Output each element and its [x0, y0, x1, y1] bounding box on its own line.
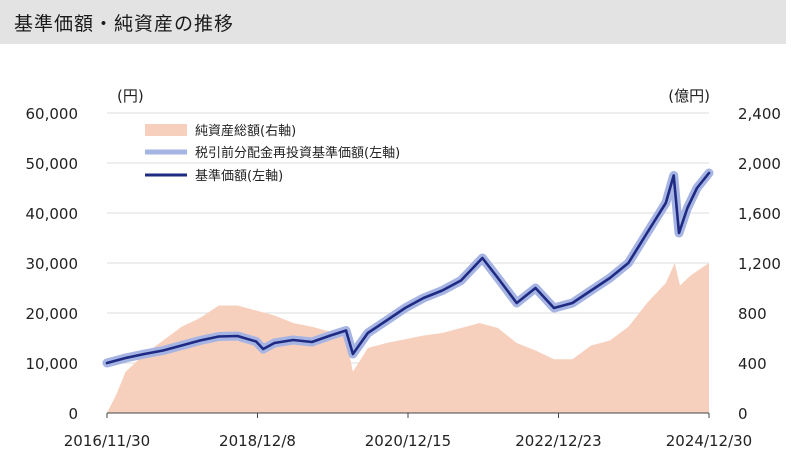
legend: 純資産総額(右軸) 税引前分配金再投資基準価額(左軸) 基準価額(左軸)	[145, 123, 400, 184]
y-right-tick-label: 1,200	[738, 255, 781, 273]
y-right-tick-label: 0	[738, 405, 748, 423]
x-tick-label: 2024/12/30	[666, 432, 752, 450]
series-net-assets-area	[107, 263, 709, 413]
series-nav-line	[105, 171, 711, 365]
legend-label: 税引前分配金再投資基準価額(左軸)	[195, 145, 400, 161]
y-right-unit: (億円)	[668, 87, 710, 105]
legend-label: 純資産総額(右軸)	[195, 123, 296, 139]
x-tick-label: 2022/12/23	[515, 432, 601, 450]
axis-layer: 60,000 2,400 50,000 2,000 40,000 1,600 30,000 1…	[26, 87, 781, 450]
page-title: 基準価額・純資産の推移	[14, 13, 235, 35]
y-left-tick-label: 50,000	[26, 155, 79, 173]
legend-label: 基準価額(左軸)	[195, 168, 283, 184]
x-tick-label: 2018/12/8	[219, 432, 296, 450]
legend-swatch-net-assets	[145, 124, 187, 136]
y-left-tick-label: 0	[68, 405, 78, 423]
title-bar: 基準価額・純資産の推移	[0, 0, 786, 44]
y-left-tick-label: 10,000	[26, 355, 79, 373]
y-left-tick-label: 30,000	[26, 255, 79, 273]
x-tick-label: 2016/11/30	[64, 432, 150, 450]
y-left-tick-label: 20,000	[26, 305, 79, 323]
y-right-tick-label: 2,000	[738, 155, 781, 173]
y-right-tick-label: 400	[738, 355, 767, 373]
y-right-tick-label: 1,600	[738, 205, 781, 223]
y-left-tick-label: 60,000	[26, 105, 79, 123]
line-layer	[102, 168, 714, 368]
area-layer	[107, 263, 709, 413]
y-right-tick-label: 800	[738, 305, 767, 323]
y-left-tick-label: 40,000	[26, 205, 79, 223]
x-tick-label: 2020/12/15	[365, 432, 451, 450]
y-right-tick-label: 2,400	[738, 105, 781, 123]
y-left-unit: (円)	[117, 87, 144, 105]
